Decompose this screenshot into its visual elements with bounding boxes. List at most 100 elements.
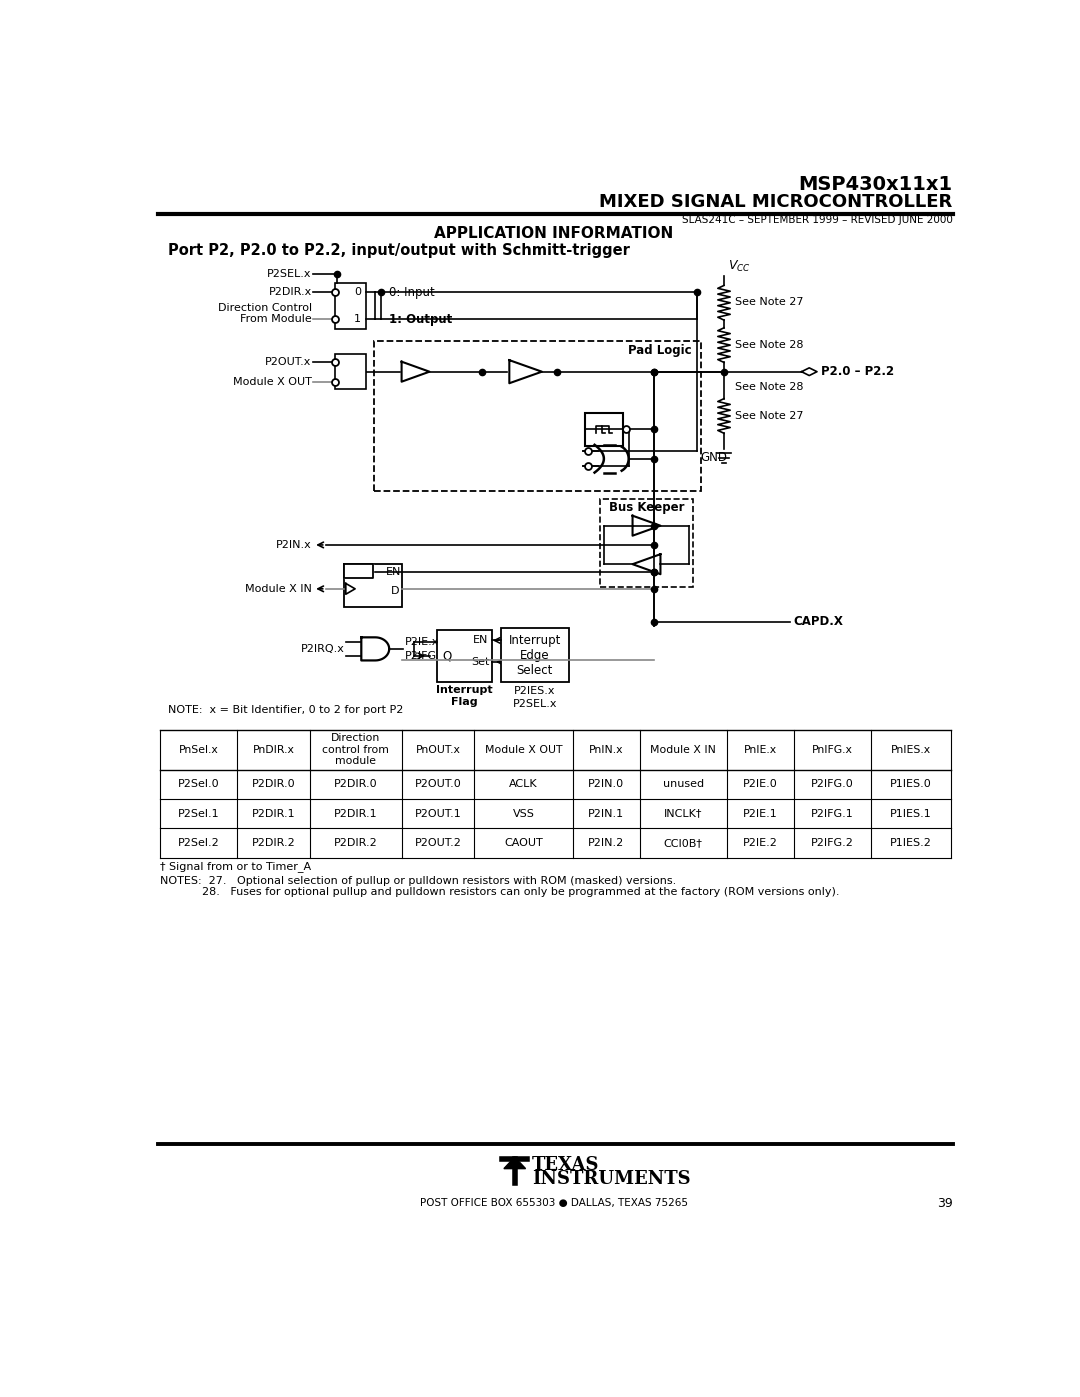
Text: Module X OUT: Module X OUT — [485, 745, 563, 754]
Text: Direction
control from
module: Direction control from module — [323, 733, 389, 767]
Text: P2IFG.0: P2IFG.0 — [811, 780, 854, 789]
Text: Q: Q — [442, 650, 451, 662]
Polygon shape — [402, 362, 430, 381]
Bar — [335, 353, 366, 390]
Text: P2IRQ.x: P2IRQ.x — [300, 644, 345, 654]
Text: Interrupt
Edge
Select: Interrupt Edge Select — [509, 634, 562, 676]
Text: 28.   Fuses for optional pullup and pulldown resistors can only be programmed at: 28. Fuses for optional pullup and pulldo… — [160, 887, 839, 897]
Text: PnOUT.x: PnOUT.x — [416, 745, 460, 754]
Text: 39: 39 — [936, 1197, 953, 1210]
Text: † Signal from or to Timer_A: † Signal from or to Timer_A — [160, 862, 311, 872]
Text: See Note 28: See Note 28 — [734, 339, 804, 349]
Text: 1: Output: 1: Output — [389, 313, 453, 326]
Text: P2IFG.2: P2IFG.2 — [811, 838, 854, 848]
Text: P2IN.2: P2IN.2 — [589, 838, 624, 848]
Polygon shape — [345, 564, 373, 578]
Text: 1: 1 — [354, 314, 362, 324]
Text: P2IES.x: P2IES.x — [514, 686, 555, 696]
Text: P2IN.x: P2IN.x — [276, 539, 312, 550]
Text: ACLK: ACLK — [510, 780, 538, 789]
Polygon shape — [633, 515, 661, 535]
Polygon shape — [362, 637, 389, 661]
Text: 1: 1 — [354, 377, 362, 387]
Bar — [501, 629, 569, 682]
Text: PnDIR.x: PnDIR.x — [253, 745, 295, 754]
Text: CCI0B†: CCI0B† — [664, 838, 703, 848]
Text: P2DIR.x: P2DIR.x — [269, 288, 312, 298]
Text: EN: EN — [473, 636, 488, 645]
Text: P2DIR.2: P2DIR.2 — [334, 838, 378, 848]
Text: 0: 0 — [354, 356, 362, 366]
Text: INSTRUMENTS: INSTRUMENTS — [531, 1169, 690, 1187]
Text: Bus Keeper: Bus Keeper — [609, 502, 685, 514]
Text: Pad Logic: Pad Logic — [627, 344, 691, 356]
Text: 0: 0 — [354, 288, 362, 298]
Text: P2IE.1: P2IE.1 — [743, 809, 778, 819]
Text: P2DIR.0: P2DIR.0 — [252, 780, 296, 789]
Text: PnIFG.x: PnIFG.x — [812, 745, 853, 754]
Text: POST OFFICE BOX 655303 ● DALLAS, TEXAS 75265: POST OFFICE BOX 655303 ● DALLAS, TEXAS 7… — [419, 1199, 688, 1208]
Text: P2IFG.1: P2IFG.1 — [811, 809, 854, 819]
Text: PnIN.x: PnIN.x — [589, 745, 623, 754]
Text: VSS: VSS — [513, 809, 535, 819]
Text: Module X IN: Module X IN — [650, 745, 716, 754]
Text: $V_{CC}$: $V_{CC}$ — [728, 258, 751, 274]
Text: CAOUT: CAOUT — [504, 838, 543, 848]
Text: From Module: From Module — [240, 314, 312, 324]
Text: P2IE.2: P2IE.2 — [743, 838, 778, 848]
Text: P2SEL.x: P2SEL.x — [513, 698, 557, 708]
Text: Module X IN: Module X IN — [245, 584, 312, 594]
Text: P2DIR.1: P2DIR.1 — [334, 809, 378, 819]
Text: PnSel.x: PnSel.x — [178, 745, 218, 754]
Bar — [335, 284, 366, 328]
Text: 0: Input: 0: Input — [389, 286, 435, 299]
Text: NOTES:  27.   Optional selection of pullup or pulldown resistors with ROM (maske: NOTES: 27. Optional selection of pullup … — [160, 876, 676, 886]
Polygon shape — [504, 1157, 526, 1169]
Text: P2Sel.2: P2Sel.2 — [178, 838, 219, 848]
Text: D: D — [390, 587, 399, 597]
Text: P2IE.x: P2IE.x — [405, 637, 440, 647]
Text: P2.0 – P2.2: P2.0 – P2.2 — [821, 365, 894, 379]
Text: P2OUT.2: P2OUT.2 — [415, 838, 461, 848]
Text: MIXED SIGNAL MICROCONTROLLER: MIXED SIGNAL MICROCONTROLLER — [599, 193, 953, 211]
Text: P1IES.1: P1IES.1 — [890, 809, 932, 819]
Text: P2IE.0: P2IE.0 — [743, 780, 778, 789]
Text: TEXAS: TEXAS — [531, 1155, 599, 1173]
Bar — [600, 499, 693, 587]
Text: P2OUT.x: P2OUT.x — [266, 356, 312, 366]
Polygon shape — [595, 444, 629, 472]
Bar — [374, 341, 701, 490]
Bar — [437, 630, 491, 682]
Text: P2OUT.1: P2OUT.1 — [415, 809, 461, 819]
Text: See Note 27: See Note 27 — [734, 298, 804, 307]
Text: MSP430x11x1: MSP430x11x1 — [798, 175, 953, 194]
Text: APPLICATION INFORMATION: APPLICATION INFORMATION — [434, 225, 673, 240]
Bar — [584, 412, 623, 447]
Bar — [345, 564, 403, 606]
Text: P2IN.0: P2IN.0 — [589, 780, 624, 789]
Text: P2IFG.x: P2IFG.x — [405, 651, 447, 661]
Text: P2OUT.0: P2OUT.0 — [415, 780, 461, 789]
Text: unused: unused — [663, 780, 704, 789]
Text: Interrupt
Flag: Interrupt Flag — [436, 685, 492, 707]
Text: Port P2, P2.0 to P2.2, input/output with Schmitt-trigger: Port P2, P2.0 to P2.2, input/output with… — [167, 243, 630, 257]
Text: P2Sel.0: P2Sel.0 — [178, 780, 219, 789]
Text: GND: GND — [701, 451, 728, 464]
Text: PnIE.x: PnIE.x — [744, 745, 777, 754]
Text: P2IN.1: P2IN.1 — [589, 809, 624, 819]
Polygon shape — [801, 367, 816, 376]
Text: P2Sel.1: P2Sel.1 — [178, 809, 219, 819]
Text: P2DIR.0: P2DIR.0 — [334, 780, 378, 789]
Text: See Note 27: See Note 27 — [734, 411, 804, 420]
Text: Direction Control: Direction Control — [217, 303, 312, 313]
Text: See Note 28: See Note 28 — [734, 383, 804, 393]
Text: P2SEL.x: P2SEL.x — [267, 268, 312, 279]
Text: CAPD.X: CAPD.X — [794, 616, 843, 629]
Text: P2DIR.1: P2DIR.1 — [252, 809, 296, 819]
Text: INCLK†: INCLK† — [664, 809, 702, 819]
Text: NOTE:  x = Bit Identifier, 0 to 2 for port P2: NOTE: x = Bit Identifier, 0 to 2 for por… — [167, 705, 403, 715]
Text: Module X OUT: Module X OUT — [233, 377, 312, 387]
Text: Set: Set — [472, 657, 490, 666]
Polygon shape — [510, 360, 542, 383]
Polygon shape — [633, 555, 661, 574]
